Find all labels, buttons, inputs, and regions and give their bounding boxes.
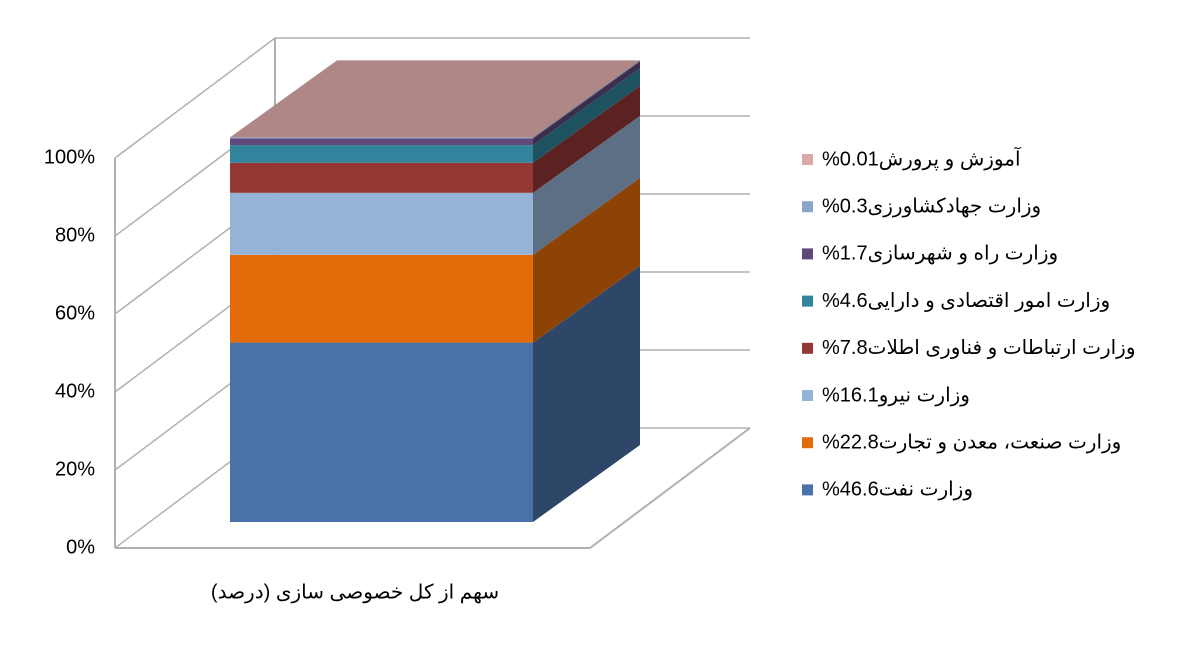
y-tick-label: 80% [55,224,95,246]
legend-label: وزارت امور اقتصادی و دارایی4.6% [822,290,1110,312]
bar-segment [230,139,533,146]
legend-swatch [802,248,813,259]
legend-label: وزارت ارتباطات و فناوری اطلات7.8% [822,337,1136,359]
bar-segment [230,163,533,193]
y-tick-label: 100% [44,146,95,168]
y-tick-label: 60% [55,302,95,324]
legend-label: وزارت جهادکشاورزی0.3% [822,195,1041,217]
bar-segment [230,137,533,138]
bar-segment [230,145,533,163]
legend-label: وزارت نفت46.6% [822,479,973,501]
legend-label: وزارت صنعت، معدن و تجارت22.8% [822,431,1121,453]
legend-label: وزارت نیرو16.1% [822,384,970,406]
legend-swatch [802,484,813,495]
legend-swatch [802,390,813,401]
y-tick-label: 0% [66,536,95,558]
y-tick-label: 20% [55,458,95,480]
y-tick-label: 40% [55,380,95,402]
legend-label: آموزش و پرورش0.01% [822,145,1022,171]
legend-swatch [802,201,813,212]
bar-segment [230,193,533,255]
x-tick-label: سهم از کل خصوصی سازی (درصد) [211,581,499,603]
legend-swatch [802,296,813,307]
bar-segment [230,343,533,522]
legend-swatch [802,154,813,165]
legend-swatch [802,437,813,448]
legend-label: وزارت راه و شهرسازی1.7% [822,243,1058,265]
legend-swatch [802,343,813,354]
bar-segment [230,255,533,343]
